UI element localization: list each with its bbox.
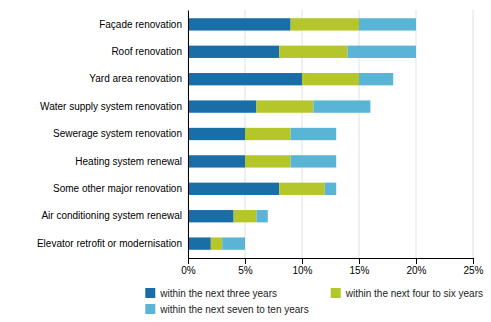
tick-label: Some other major renovation — [53, 183, 182, 194]
legend-label: within the next seven to ten years — [159, 304, 308, 315]
legend-label: within the next three years — [159, 288, 277, 299]
tick-mark — [245, 258, 246, 264]
tick-mark — [359, 258, 360, 264]
bar — [188, 183, 279, 195]
y-axis: Façade renovation Roof renovation Yard are… — [37, 11, 189, 259]
bar — [222, 237, 245, 249]
tick: Water supply system renovation — [40, 101, 188, 112]
tick: Sewerage system renovation — [53, 128, 188, 139]
axis-line — [189, 259, 474, 265]
tick: Roof renovation — [111, 46, 188, 57]
tick: 10% — [292, 258, 312, 276]
grid-line — [473, 10, 474, 258]
grid — [188, 10, 473, 258]
tick: Heating system renewal — [75, 156, 188, 167]
bar — [256, 210, 267, 222]
tick: 5% — [238, 258, 253, 276]
bar — [313, 100, 370, 112]
tick-label: Heating system renewal — [75, 156, 182, 167]
tick-mark — [473, 258, 474, 264]
tick: 20% — [406, 258, 426, 276]
bar — [188, 73, 302, 85]
bar — [256, 100, 313, 112]
chart: 0% 5% 10% 15% 20% 25% Façade renovation Roof re… — [0, 0, 491, 322]
tick-label: Roof renovation — [111, 46, 182, 57]
bar — [279, 46, 347, 58]
tick-mark — [302, 258, 303, 264]
tick: Yard area renovation — [89, 73, 188, 84]
bar — [211, 237, 222, 249]
bar — [188, 100, 256, 112]
tick-label: Air conditioning system renewal — [41, 210, 182, 221]
grid-line — [188, 10, 189, 258]
tick: 25% — [463, 258, 483, 276]
bar — [188, 46, 279, 58]
legend-swatch — [331, 288, 341, 298]
tick-label: 10% — [292, 265, 312, 276]
tick-mark — [416, 258, 417, 264]
tick-label: 0% — [181, 265, 196, 276]
tick-label: Sewerage system renovation — [53, 128, 182, 139]
tick-label: 5% — [238, 265, 253, 276]
tick-label: Façade renovation — [99, 19, 182, 30]
bar — [245, 128, 291, 140]
legend-swatch — [145, 304, 155, 314]
bar — [348, 46, 416, 58]
tick-label: 20% — [406, 265, 426, 276]
legend-item: within the next seven to ten years — [145, 304, 308, 315]
tick-label: Water supply system renovation — [40, 101, 182, 112]
tick-label: 25% — [463, 265, 483, 276]
legend: within the next three years within the ne… — [145, 288, 483, 315]
bar — [245, 155, 291, 167]
legend-label: within the next four to six years — [345, 288, 483, 299]
bar — [188, 128, 245, 140]
tick: Elevator retrofit or modernisation — [37, 238, 188, 249]
tick: Air conditioning system renewal — [41, 210, 188, 221]
bars — [188, 18, 416, 250]
bar — [302, 73, 359, 85]
axis-line — [188, 11, 189, 259]
legend-item: within the next four to six years — [331, 288, 483, 299]
legend-item: within the next three years — [145, 288, 277, 299]
tick-label: Elevator retrofit or modernisation — [37, 238, 182, 249]
tick: 0% — [181, 258, 196, 276]
bar — [291, 18, 359, 30]
bar — [188, 155, 245, 167]
tick: Some other major renovation — [53, 183, 188, 194]
bar — [188, 237, 211, 249]
tick-label: 15% — [349, 265, 369, 276]
x-axis: 0% 5% 10% 15% 20% 25% — [181, 258, 483, 276]
legend-swatch — [145, 288, 155, 298]
bar — [359, 73, 393, 85]
bar — [325, 183, 336, 195]
bar — [359, 18, 416, 30]
tick-mark — [188, 258, 189, 264]
tick: Façade renovation — [99, 19, 188, 30]
bar — [188, 18, 291, 30]
bar — [188, 210, 234, 222]
bar — [291, 128, 337, 140]
plot: 0% 5% 10% 15% 20% 25% Façade renovation Roof re… — [37, 10, 484, 276]
series — [222, 18, 416, 250]
tick-label: Yard area renovation — [89, 73, 182, 84]
tick: 15% — [349, 258, 369, 276]
series — [211, 18, 359, 250]
bar — [234, 210, 257, 222]
bar — [279, 183, 325, 195]
bar — [291, 155, 337, 167]
